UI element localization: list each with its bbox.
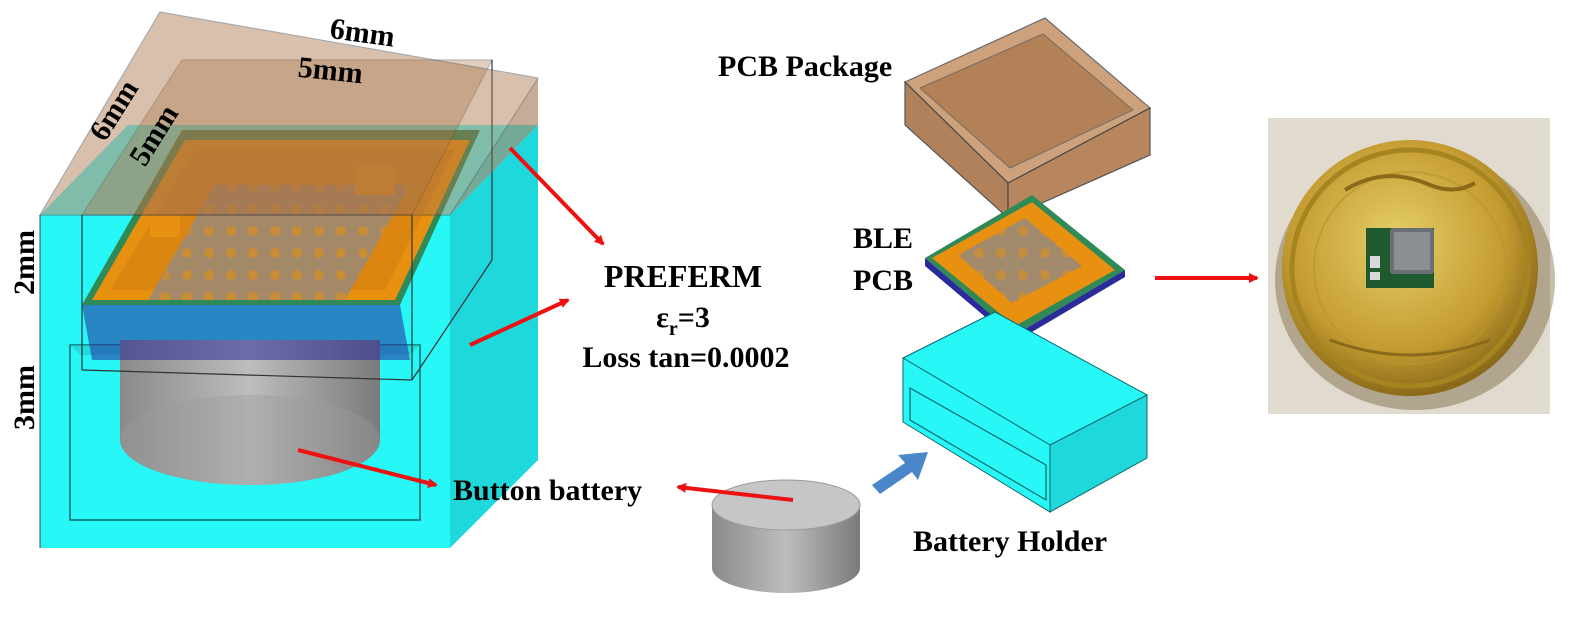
arrow-holder-to-preferm: [469, 298, 570, 347]
dim-5mm-top-label: 5mm: [296, 51, 364, 91]
ble-pcb-exploded: [925, 195, 1125, 342]
battery-holder-label: Battery Holder: [913, 525, 1107, 558]
arrow-battery-to-label: [297, 448, 438, 488]
button-battery-inside: [120, 340, 380, 485]
ble-label-line2: PCB: [853, 264, 913, 297]
pcb-package-assembled: [38, 11, 539, 548]
dim-2mm-label: 2mm: [8, 230, 41, 295]
button-battery-label: Button battery: [453, 474, 642, 507]
arrow-package-to-preferm: [508, 146, 605, 246]
preferm-title: PREFERM: [604, 258, 762, 294]
button-battery-exploded: [711, 479, 861, 593]
ble-label-line1: BLE: [853, 222, 913, 255]
loss-tangent-label: Loss tan=0.0002: [582, 341, 789, 374]
assembled-module: 6mm 5mm 6mm 5mm 2mm 3mm: [8, 11, 539, 548]
epsilon-symbol: ε: [656, 301, 669, 334]
epsilon-value: =3: [678, 301, 710, 334]
pcb-board-assembled: [82, 130, 480, 360]
permittivity-label: εr=3: [656, 301, 710, 340]
pcb-package-label: PCB Package: [718, 50, 892, 83]
coin-with-ble-module-photo: [1268, 118, 1555, 414]
epsilon-subscript: r: [669, 318, 678, 340]
inner-package-outline: [80, 59, 493, 381]
battery-holder-exploded: [901, 311, 1149, 513]
pcb-package-exploded: [903, 17, 1152, 220]
dim-3mm-label: 3mm: [8, 365, 41, 430]
arrow-battery-into-holder: [872, 452, 928, 494]
ble-module-on-coin: [1366, 228, 1434, 288]
arrow-battery-to-button-label: [676, 482, 794, 502]
